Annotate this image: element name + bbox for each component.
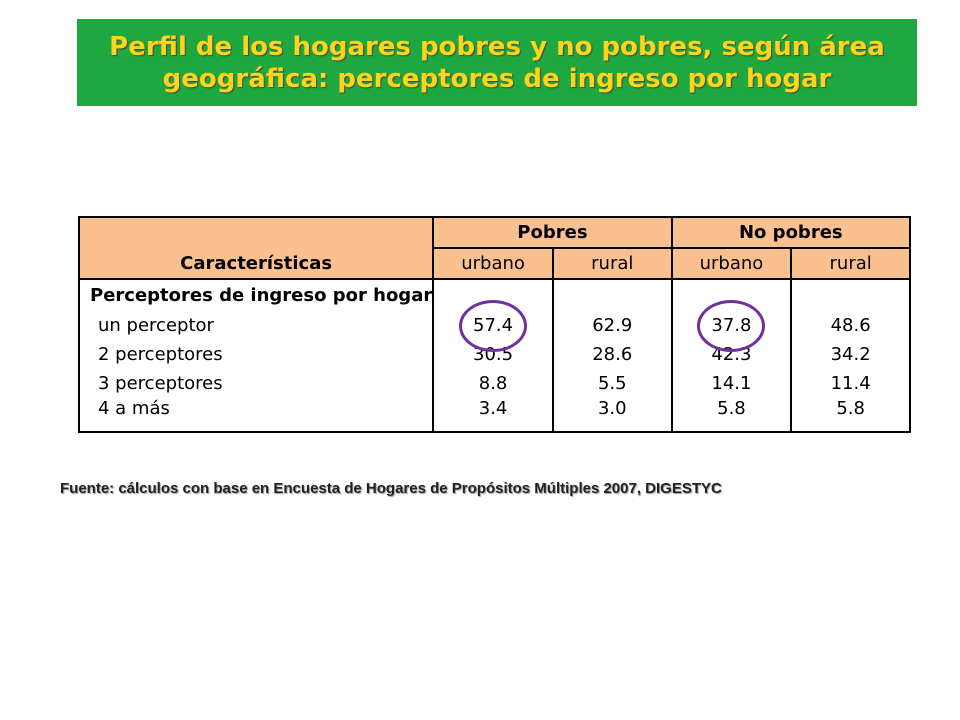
value-cell: 48.6	[790, 311, 911, 340]
empty-cell	[551, 279, 673, 311]
row-label: 2 perceptores	[77, 340, 435, 369]
table-row: 3 perceptores 8.8 5.5 14.1 11.4	[77, 369, 911, 398]
value-cell: 34.2	[790, 340, 911, 369]
sub-header-pobres-urbano: urbano	[432, 247, 554, 280]
value-cell: 5.5	[551, 369, 673, 398]
title-banner: Perfil de los hogares pobres y no pobres…	[77, 19, 917, 106]
value-cell: 3.4	[432, 398, 554, 433]
title-line-1: Perfil de los hogares pobres y no pobres…	[109, 31, 885, 62]
value-cell: 5.8	[670, 398, 793, 433]
value-cell: 62.9	[551, 311, 673, 340]
value-cell: 14.1	[670, 369, 793, 398]
sub-header-no-pobres-rural: rural	[790, 247, 911, 280]
section-row: Perceptores de ingreso por hogar	[77, 279, 911, 311]
value-cell: 37.8	[670, 299, 793, 352]
characteristics-header: Características	[77, 216, 435, 280]
sub-header-no-pobres-urbano: urbano	[670, 247, 793, 280]
value-cell: 28.6	[551, 340, 673, 369]
empty-cell	[790, 279, 911, 311]
circled-value: 57.4	[459, 299, 528, 352]
group-header-pobres: Pobres	[432, 216, 673, 249]
row-label: 3 perceptores	[77, 369, 435, 398]
value-cell: 5.8	[790, 398, 911, 433]
highlight-circle	[459, 299, 528, 352]
value-cell: 11.4	[790, 369, 911, 398]
value-cell: 8.8	[432, 369, 554, 398]
title-line-2: geográfica: perceptores de ingreso por h…	[162, 63, 832, 94]
table-sub-header-row: urbano rural urbano rural	[79, 247, 911, 280]
source-note: Fuente: cálculos con base en Encuesta de…	[60, 480, 722, 497]
group-header-no-pobres: No pobres	[670, 216, 912, 249]
value-cell: 57.4	[432, 299, 554, 352]
value-cell: 3.0	[551, 398, 673, 433]
highlight-circle	[697, 299, 766, 352]
sub-header-pobres-rural: rural	[551, 247, 673, 280]
row-label: 4 a más	[77, 398, 435, 433]
table-group-header-row: Características Pobres No pobres	[77, 216, 912, 280]
table-row: un perceptor 57.4 62.9 37.8 48.6	[77, 299, 911, 352]
circled-value: 37.8	[697, 299, 766, 352]
table-row: 4 a más 3.4 3.0 5.8 5.8	[77, 398, 911, 433]
section-label: Perceptores de ingreso por hogar	[77, 279, 435, 311]
table-row: 2 perceptores 30.5 28.6 42.3 34.2	[77, 340, 911, 369]
data-table: Características Pobres No pobres urbano …	[77, 216, 912, 433]
row-label: un perceptor	[77, 311, 435, 340]
